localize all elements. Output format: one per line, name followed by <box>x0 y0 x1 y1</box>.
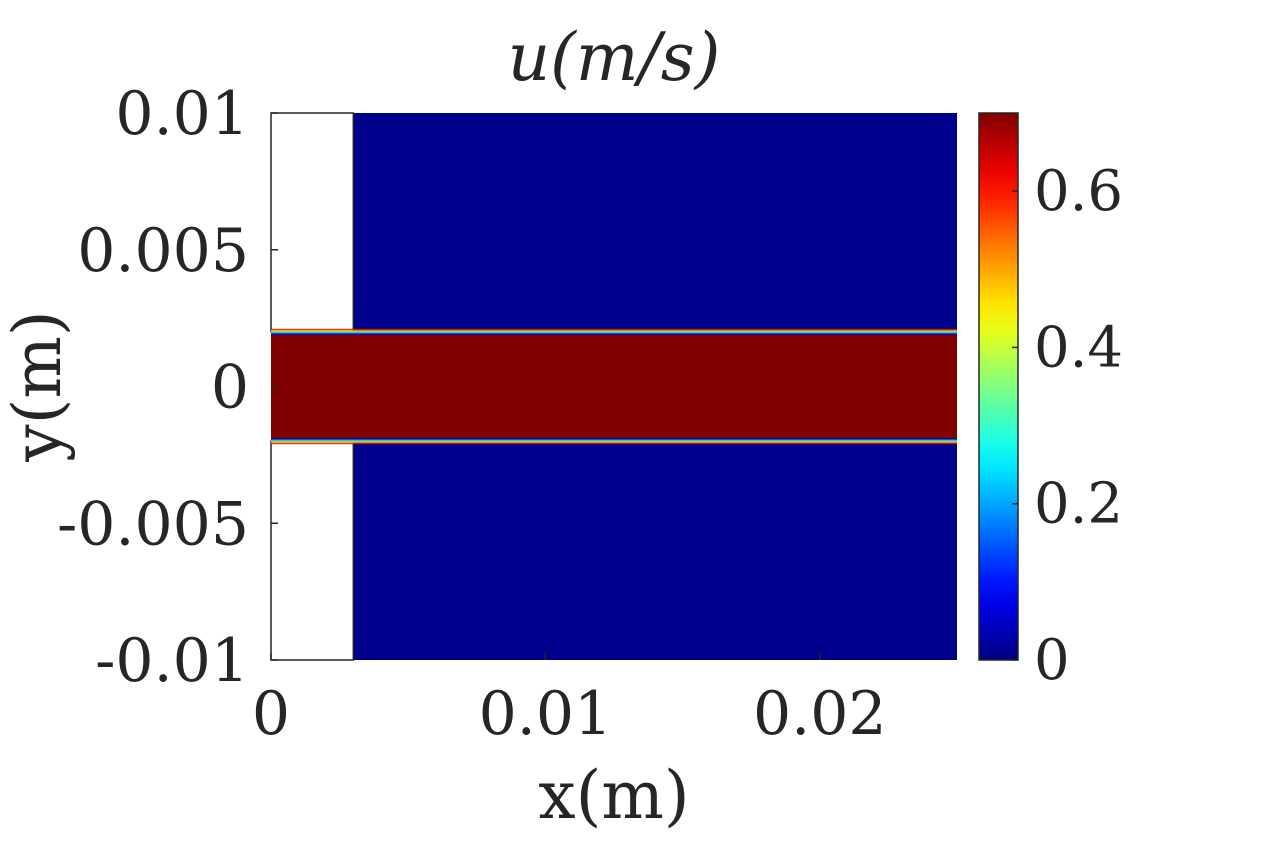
jet-shear-layer-top <box>271 332 957 334</box>
inlet-wall-bottom <box>270 440 355 661</box>
jet-shear-layer-top <box>271 331 957 333</box>
y-tick-label: 0.005 <box>77 216 249 286</box>
plot-area <box>270 112 957 661</box>
y-tick-label: 0.01 <box>115 79 249 149</box>
jet-shear-layer-top <box>271 328 957 330</box>
jet-shear-layer-top <box>271 330 957 332</box>
x-tick-label: 0.02 <box>753 679 887 749</box>
colorbar-tick-label: 0.6 <box>1034 159 1123 224</box>
colorbar-tick-label: 0 <box>1034 628 1070 693</box>
y-tick-label: -0.005 <box>57 489 249 559</box>
y-axis-ticks: 0.01 0.005 0 -0.005 -0.01 <box>57 79 278 696</box>
y-axis-label: y(m) <box>0 310 76 462</box>
jet-shear-layer-bottom <box>271 443 957 445</box>
jet-shear-layer-bottom <box>271 442 957 444</box>
jet-shear-layer-bottom <box>271 439 957 441</box>
x-axis-label: x(m) <box>538 757 689 834</box>
colorbar-tick-label: 0.2 <box>1034 472 1123 537</box>
jet-shear-layer-top <box>271 329 957 331</box>
x-tick-label: 0.01 <box>479 679 613 749</box>
colorbar: 0 0.2 0.4 0.6 <box>978 112 1123 693</box>
jet-shear-layer-bottom <box>271 440 957 442</box>
x-axis-ticks: 0 0.01 0.02 <box>252 653 887 749</box>
colorbar-scale <box>978 112 1019 661</box>
x-tick-label: 0 <box>252 679 290 749</box>
jet-shear-layer-top <box>271 333 957 335</box>
y-tick-label: 0 <box>211 353 249 423</box>
inlet-wall-top <box>270 112 355 333</box>
y-tick-label: -0.01 <box>95 626 249 696</box>
jet-core <box>271 331 957 442</box>
colorbar-tick-label: 0.4 <box>1034 315 1123 380</box>
chart-title: u(m/s) <box>508 19 721 96</box>
jet-shear-layer-bottom <box>271 438 957 440</box>
jet-shear-layer-bottom <box>271 441 957 443</box>
